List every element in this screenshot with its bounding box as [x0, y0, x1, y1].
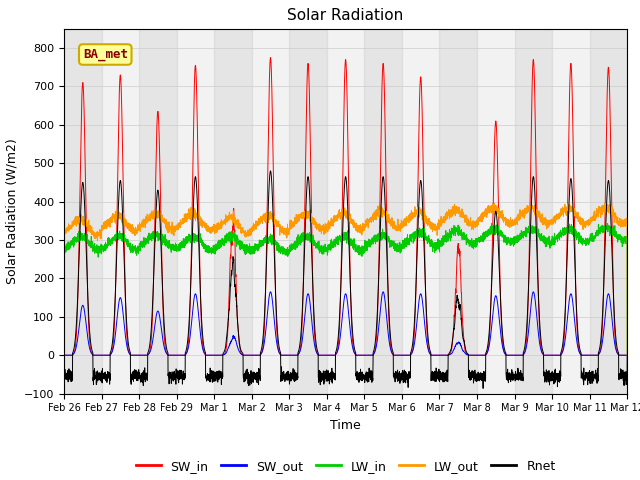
SW_in	[472, 352, 480, 358]
Bar	[440, 29, 477, 394]
LW_in	[324, 245, 332, 251]
SW_in	[623, 352, 631, 358]
LW_in	[504, 240, 512, 246]
Line: SW_out: SW_out	[64, 292, 627, 355]
LW_out	[161, 221, 169, 227]
Bar	[64, 29, 102, 394]
Bar	[214, 29, 252, 394]
Rnet	[623, 376, 630, 382]
SW_in	[267, 55, 275, 60]
LW_out	[324, 218, 332, 224]
Bar	[289, 29, 327, 394]
LW_out	[60, 230, 68, 236]
LW_in	[441, 239, 449, 244]
Rnet	[267, 168, 275, 174]
Legend: SW_in, SW_out, LW_in, LW_out, Rnet: SW_in, SW_out, LW_in, LW_out, Rnet	[131, 455, 561, 478]
LW_out	[441, 215, 449, 221]
SW_out	[504, 352, 511, 358]
Line: Rnet: Rnet	[64, 171, 627, 388]
LW_out	[490, 200, 498, 206]
X-axis label: Time: Time	[330, 419, 361, 432]
LW_out	[623, 221, 630, 227]
Rnet	[479, 385, 487, 391]
Rnet	[325, 371, 333, 377]
LW_in	[488, 220, 495, 226]
SW_in	[623, 352, 630, 358]
LW_out	[504, 222, 512, 228]
LW_out	[472, 219, 479, 225]
SW_out	[161, 348, 169, 353]
LW_in	[623, 236, 630, 241]
Rnet	[441, 374, 449, 380]
LW_in	[472, 236, 479, 241]
SW_out	[623, 352, 630, 358]
Title: Solar Radiation: Solar Radiation	[287, 9, 404, 24]
LW_in	[623, 352, 631, 358]
Rnet	[623, 352, 631, 358]
SW_out	[623, 352, 631, 358]
Bar	[139, 29, 177, 394]
LW_in	[161, 239, 169, 244]
SW_out	[324, 352, 332, 358]
Rnet	[60, 372, 68, 378]
SW_out	[60, 352, 68, 358]
SW_out	[441, 352, 449, 358]
SW_in	[504, 352, 512, 358]
SW_in	[161, 344, 169, 350]
Bar	[589, 29, 627, 394]
Bar	[364, 29, 402, 394]
Y-axis label: Solar Radiation (W/m2): Solar Radiation (W/m2)	[5, 138, 19, 284]
LW_in	[60, 245, 68, 251]
Line: LW_in: LW_in	[64, 223, 627, 355]
SW_out	[529, 289, 537, 295]
Text: BA_met: BA_met	[83, 48, 128, 61]
SW_out	[472, 352, 479, 358]
Line: LW_out: LW_out	[64, 203, 627, 355]
SW_in	[60, 352, 68, 358]
Rnet	[161, 335, 169, 341]
SW_in	[441, 352, 449, 358]
Rnet	[504, 377, 512, 383]
SW_in	[325, 352, 333, 358]
LW_out	[623, 352, 631, 358]
Rnet	[472, 371, 480, 377]
Bar	[515, 29, 552, 394]
Line: SW_in: SW_in	[64, 58, 627, 355]
